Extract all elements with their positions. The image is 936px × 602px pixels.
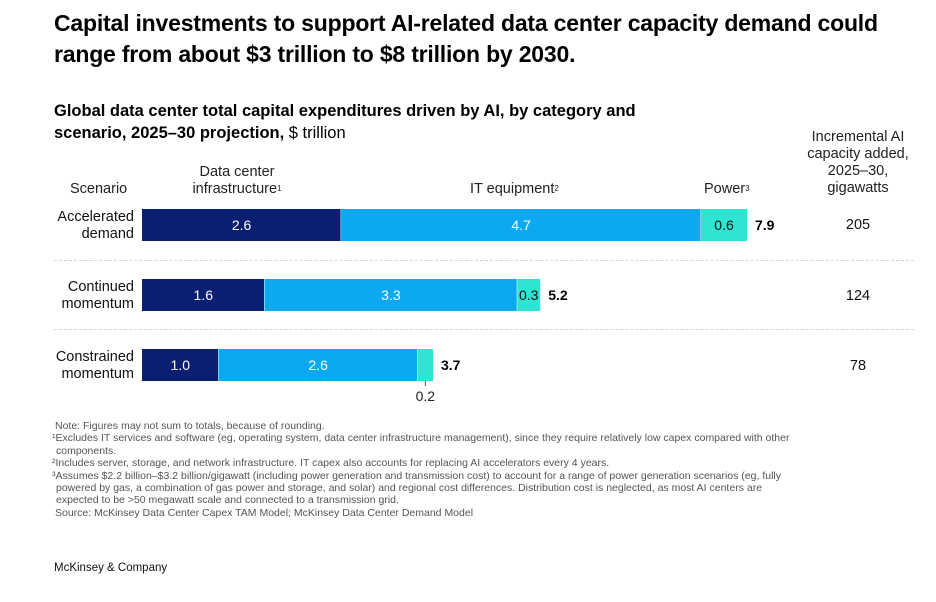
header-it-equipment: IT equipment2 xyxy=(470,181,559,197)
header-dc-infra-line2: infrastructure1 xyxy=(192,181,282,197)
footnote-3: ³Assumes $2.2 billion–$3.2 billion/gigaw… xyxy=(52,469,781,482)
capacity-constrained: 78 xyxy=(849,358,867,374)
header-capacity: Incremental AI capacity added, 2025–30, … xyxy=(800,129,916,197)
source-note: Source: McKinsey Data Center Capex TAM M… xyxy=(55,506,474,519)
total-label: 7.9 xyxy=(755,217,775,233)
label-dc-infra: 1.6 xyxy=(194,287,214,303)
bar-dc-infra xyxy=(142,209,342,241)
row-separator xyxy=(54,329,914,330)
label-dc-infra: 2.6 xyxy=(232,217,252,233)
header-dc-infra-line1: Data center xyxy=(199,164,275,180)
label-power: 0.3 xyxy=(519,287,539,303)
subtitle-unit: $ trillion xyxy=(284,124,346,142)
stacked-bar-chart: 2.6 4.7 0.6 7.9 1.6 3.3 0.3 5.2 1.0 2.6 0.2 3.7 xyxy=(142,209,775,404)
footnote-2: ²Includes server, storage, and network i… xyxy=(52,457,610,470)
bar-it-equipment xyxy=(341,209,702,241)
footnote-1-cont: components. xyxy=(56,444,117,457)
row-label-continued: Continued momentum xyxy=(61,279,134,312)
row-separator xyxy=(54,260,914,261)
headline: Capital investments to support AI-relate… xyxy=(54,10,878,67)
header-power: Power3 xyxy=(704,181,750,197)
header-capacity-line1: Incremental AI xyxy=(811,129,905,145)
footnote-3-cont2: expected to be >50 megawatt scale and co… xyxy=(56,494,399,507)
bar-it-equipment xyxy=(218,349,418,381)
brand-logo: McKinsey & Company xyxy=(54,562,168,574)
bar-dc-infra xyxy=(142,349,219,381)
footnotes: Note: Figures may not sum to totals, bec… xyxy=(52,420,912,519)
header-scenario: Scenario xyxy=(70,181,128,197)
label-it-equipment: 3.3 xyxy=(381,287,401,303)
header-dc-infra: Data center infrastructure1 xyxy=(182,164,292,198)
total-label: 5.2 xyxy=(548,287,568,303)
chart-subtitle: Global data center total capital expendi… xyxy=(54,100,694,144)
bar-dc-infra xyxy=(142,279,265,311)
header-capacity-line4: gigawatts xyxy=(827,180,889,196)
total-label: 3.7 xyxy=(441,357,461,373)
row-label-constrained: Constrained momentum xyxy=(55,349,134,382)
label-power: 0.6 xyxy=(714,217,734,233)
label-it-equipment: 2.6 xyxy=(308,357,328,373)
label-power: 0.2 xyxy=(416,388,436,404)
header-capacity-line2: capacity added, xyxy=(807,146,909,162)
subtitle-bold: Global data center total capital expendi… xyxy=(54,102,636,142)
footnote-3-cont1: powered by gas, a combination of gas pow… xyxy=(56,482,763,495)
footnote-1: ¹Excludes IT services and software (eg, … xyxy=(52,432,790,445)
bar-power xyxy=(517,279,541,311)
bar-it-equipment xyxy=(264,279,518,311)
row-label-accelerated: Accelerated demand xyxy=(57,209,134,242)
label-dc-infra: 1.0 xyxy=(171,357,191,373)
bar-power xyxy=(701,209,747,241)
capacity-continued: 124 xyxy=(845,288,871,304)
capacity-accelerated: 205 xyxy=(845,217,871,233)
bar-power xyxy=(417,349,434,381)
label-it-equipment: 4.7 xyxy=(511,217,531,233)
header-capacity-line3: 2025–30, xyxy=(827,163,889,179)
note-rounding: Note: Figures may not sum to totals, bec… xyxy=(55,420,325,432)
